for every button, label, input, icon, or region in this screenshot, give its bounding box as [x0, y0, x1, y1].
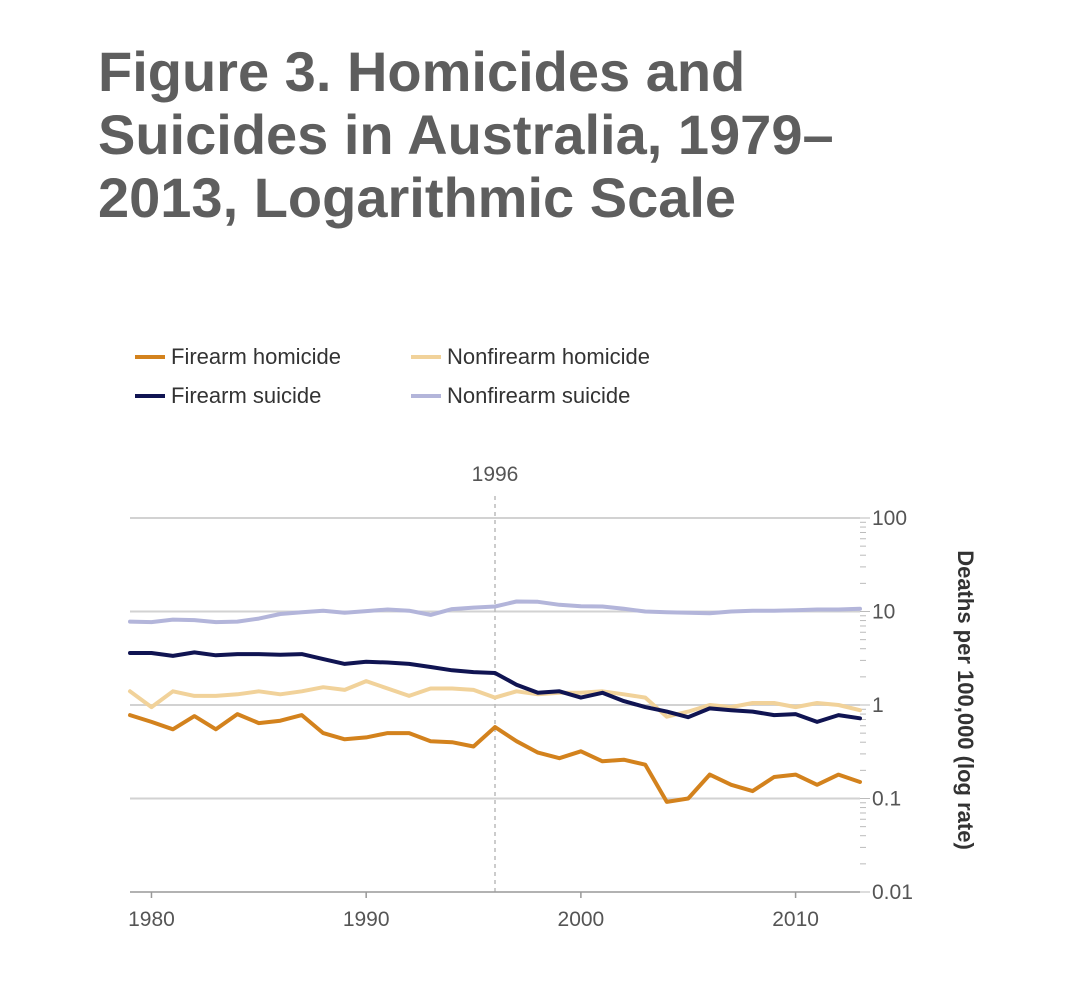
legend-label-nonfirearm-homicide: Nonfirearm homicide: [447, 344, 650, 369]
series-lines: [128, 599, 862, 804]
legend-swatch-firearm-homicide: [135, 355, 165, 359]
legend-swatch-nonfirearm-homicide: [411, 355, 441, 359]
legend-swatch-nonfirearm-suicide: [411, 394, 441, 398]
series-line-nonfirearm-homicide: [128, 679, 862, 719]
x-tick-label: 1990: [343, 908, 390, 931]
y-tick-label: 0.1: [872, 788, 901, 811]
series-line-firearm-homicide: [128, 712, 862, 804]
y-tick-label: 1: [872, 694, 884, 717]
legend-label-firearm-homicide: Firearm homicide: [171, 344, 341, 369]
y-axis-label: Deaths per 100,000 (log rate): [953, 550, 978, 850]
legend-swatch-firearm-suicide: [135, 394, 165, 398]
legend-item-firearm-suicide: Firearm suicide: [135, 383, 321, 409]
x-tick-label: 2010: [772, 908, 819, 931]
reference-line-label: 1996: [472, 463, 519, 486]
x-tick-label: 2000: [558, 908, 605, 931]
legend-item-nonfirearm-suicide: Nonfirearm suicide: [411, 383, 630, 409]
y-tick-label: 10: [872, 601, 895, 624]
y-tick-label: 0.01: [872, 881, 913, 904]
x-tick-label: 1980: [128, 908, 175, 931]
legend-label-firearm-suicide: Firearm suicide: [171, 383, 322, 408]
page-title: Figure 3. Homicides and Suicides in Aust…: [98, 40, 834, 229]
minor-tick-marks: [860, 517, 870, 893]
legend-item-firearm-homicide: Firearm homicide: [135, 344, 341, 370]
series-line-nonfirearm-suicide: [128, 599, 862, 625]
legend-item-nonfirearm-homicide: Nonfirearm homicide: [411, 344, 650, 370]
y-tick-label: 100: [872, 507, 907, 530]
y-axis-ticks: 100 10 1 0.1 0.01: [872, 507, 913, 904]
legend-label-nonfirearm-suicide: Nonfirearm suicide: [447, 383, 631, 408]
x-axis-ticks: 1980 1990 2000 2010: [128, 892, 819, 931]
series-line-firearm-suicide: [128, 650, 862, 724]
